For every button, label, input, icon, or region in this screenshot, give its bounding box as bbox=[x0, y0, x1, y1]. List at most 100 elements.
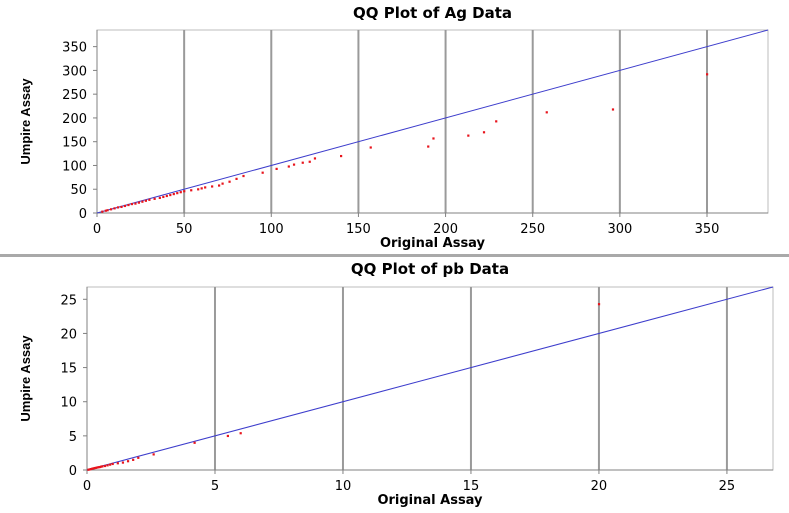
data-point bbox=[93, 466, 96, 470]
data-point bbox=[292, 163, 296, 166]
data-point bbox=[169, 193, 172, 197]
data-point bbox=[106, 464, 109, 467]
data-point bbox=[92, 467, 95, 470]
x-tick-label: 5 bbox=[211, 479, 219, 494]
data-point bbox=[611, 108, 615, 111]
data-point bbox=[109, 463, 112, 466]
panel-divider bbox=[0, 254, 789, 257]
data-point bbox=[103, 464, 107, 468]
data-point bbox=[116, 462, 119, 465]
y-tick-label: 150 bbox=[62, 136, 87, 151]
qq-plot-pb-chart: 0 5 10 15 20 25 0 5 10 15 20 25 QQ Plot of pb Data Or… bbox=[18, 260, 774, 508]
data-point bbox=[89, 467, 93, 471]
x-tick-label: 15 bbox=[463, 479, 480, 494]
y-tick-label: 100 bbox=[62, 159, 87, 174]
data-point bbox=[87, 468, 90, 471]
data-point bbox=[134, 202, 137, 205]
data-point bbox=[120, 205, 123, 209]
y-tick-label: 10 bbox=[60, 396, 77, 411]
data-point bbox=[121, 461, 125, 464]
qq-plot-ag-chart: 0 50 100 150 200 250 300 350 0 50 100 150 200 250 300 3… bbox=[18, 4, 769, 251]
data-point bbox=[242, 174, 245, 178]
chart-title: QQ Plot of pb Data bbox=[351, 260, 509, 278]
y-tick-label: 0 bbox=[79, 207, 87, 222]
data-point bbox=[275, 167, 278, 170]
data-point bbox=[301, 161, 304, 164]
data-point bbox=[221, 182, 224, 185]
data-point bbox=[190, 189, 193, 192]
data-point bbox=[101, 465, 104, 468]
data-point bbox=[98, 465, 101, 469]
data-point bbox=[137, 456, 140, 459]
data-point bbox=[88, 468, 91, 471]
data-point bbox=[104, 209, 107, 212]
data-point bbox=[158, 196, 161, 199]
data-point bbox=[211, 185, 214, 188]
data-point bbox=[313, 157, 317, 160]
chart-panel-ag: 0 50 100 150 200 250 300 350 0 50 100 150 200 250 300 3… bbox=[0, 0, 789, 254]
data-point bbox=[100, 465, 103, 468]
data-point bbox=[152, 453, 155, 456]
data-point bbox=[218, 184, 221, 187]
data-point bbox=[287, 165, 290, 168]
data-point bbox=[96, 466, 99, 469]
data-point bbox=[235, 177, 238, 180]
data-point bbox=[495, 120, 498, 123]
data-point bbox=[106, 209, 109, 212]
x-tick-label: 10 bbox=[335, 479, 352, 494]
data-point bbox=[427, 145, 430, 148]
data-point bbox=[172, 192, 175, 196]
data-point bbox=[261, 171, 264, 174]
data-point bbox=[706, 73, 709, 76]
data-point bbox=[94, 466, 98, 469]
data-point bbox=[308, 160, 311, 163]
y-tick-label: 20 bbox=[60, 327, 77, 342]
chart-panel-pb: 0 5 10 15 20 25 0 5 10 15 20 25 QQ Plot of pb Data Or… bbox=[0, 257, 789, 513]
data-point bbox=[153, 197, 156, 200]
x-tick-label: 25 bbox=[719, 479, 736, 494]
reference-line bbox=[96, 29, 769, 214]
x-axis-label: Original Assay bbox=[380, 236, 486, 251]
data-point bbox=[137, 201, 141, 204]
data-point bbox=[340, 154, 343, 158]
x-tick-label: 20 bbox=[591, 479, 608, 494]
data-point bbox=[545, 111, 548, 114]
y-tick-label: 0 bbox=[69, 464, 77, 479]
x-tick-label: 0 bbox=[93, 222, 101, 237]
x-tick-label: 300 bbox=[607, 222, 632, 237]
y-axis-label: Umpire Assay bbox=[18, 78, 33, 165]
data-point bbox=[369, 146, 372, 149]
data-point bbox=[239, 432, 242, 435]
data-point bbox=[91, 467, 94, 470]
data-point bbox=[176, 192, 179, 195]
x-tick-label: 50 bbox=[176, 222, 193, 237]
data-point bbox=[141, 200, 144, 203]
data-point bbox=[126, 460, 130, 463]
data-point bbox=[148, 198, 151, 201]
x-tick-label: 250 bbox=[520, 222, 545, 237]
y-tick-label: 25 bbox=[60, 293, 77, 308]
y-tick-label: 350 bbox=[62, 41, 87, 56]
data-point bbox=[123, 204, 127, 208]
data-point bbox=[204, 186, 207, 189]
data-point bbox=[130, 202, 134, 206]
data-point bbox=[116, 206, 120, 209]
x-tick-label: 0 bbox=[83, 479, 91, 494]
data-point bbox=[179, 191, 182, 194]
chart-title: QQ Plot of Ag Data bbox=[353, 4, 512, 22]
y-tick-label: 250 bbox=[62, 88, 87, 103]
x-axis-label: Original Assay bbox=[377, 493, 483, 508]
y-tick-label: 200 bbox=[62, 112, 87, 127]
data-point bbox=[200, 187, 203, 190]
data-point bbox=[197, 188, 200, 191]
data-point bbox=[132, 458, 135, 461]
y-tick-label: 5 bbox=[69, 430, 77, 445]
y-tick-label: 15 bbox=[60, 362, 77, 377]
x-tick-label: 150 bbox=[346, 222, 371, 237]
x-tick-label: 350 bbox=[695, 222, 720, 237]
x-tick-label: 200 bbox=[433, 222, 458, 237]
data-point bbox=[109, 208, 113, 211]
y-axis-label: Umpire Assay bbox=[18, 335, 33, 422]
reference-line bbox=[86, 286, 774, 471]
data-point bbox=[482, 131, 486, 134]
